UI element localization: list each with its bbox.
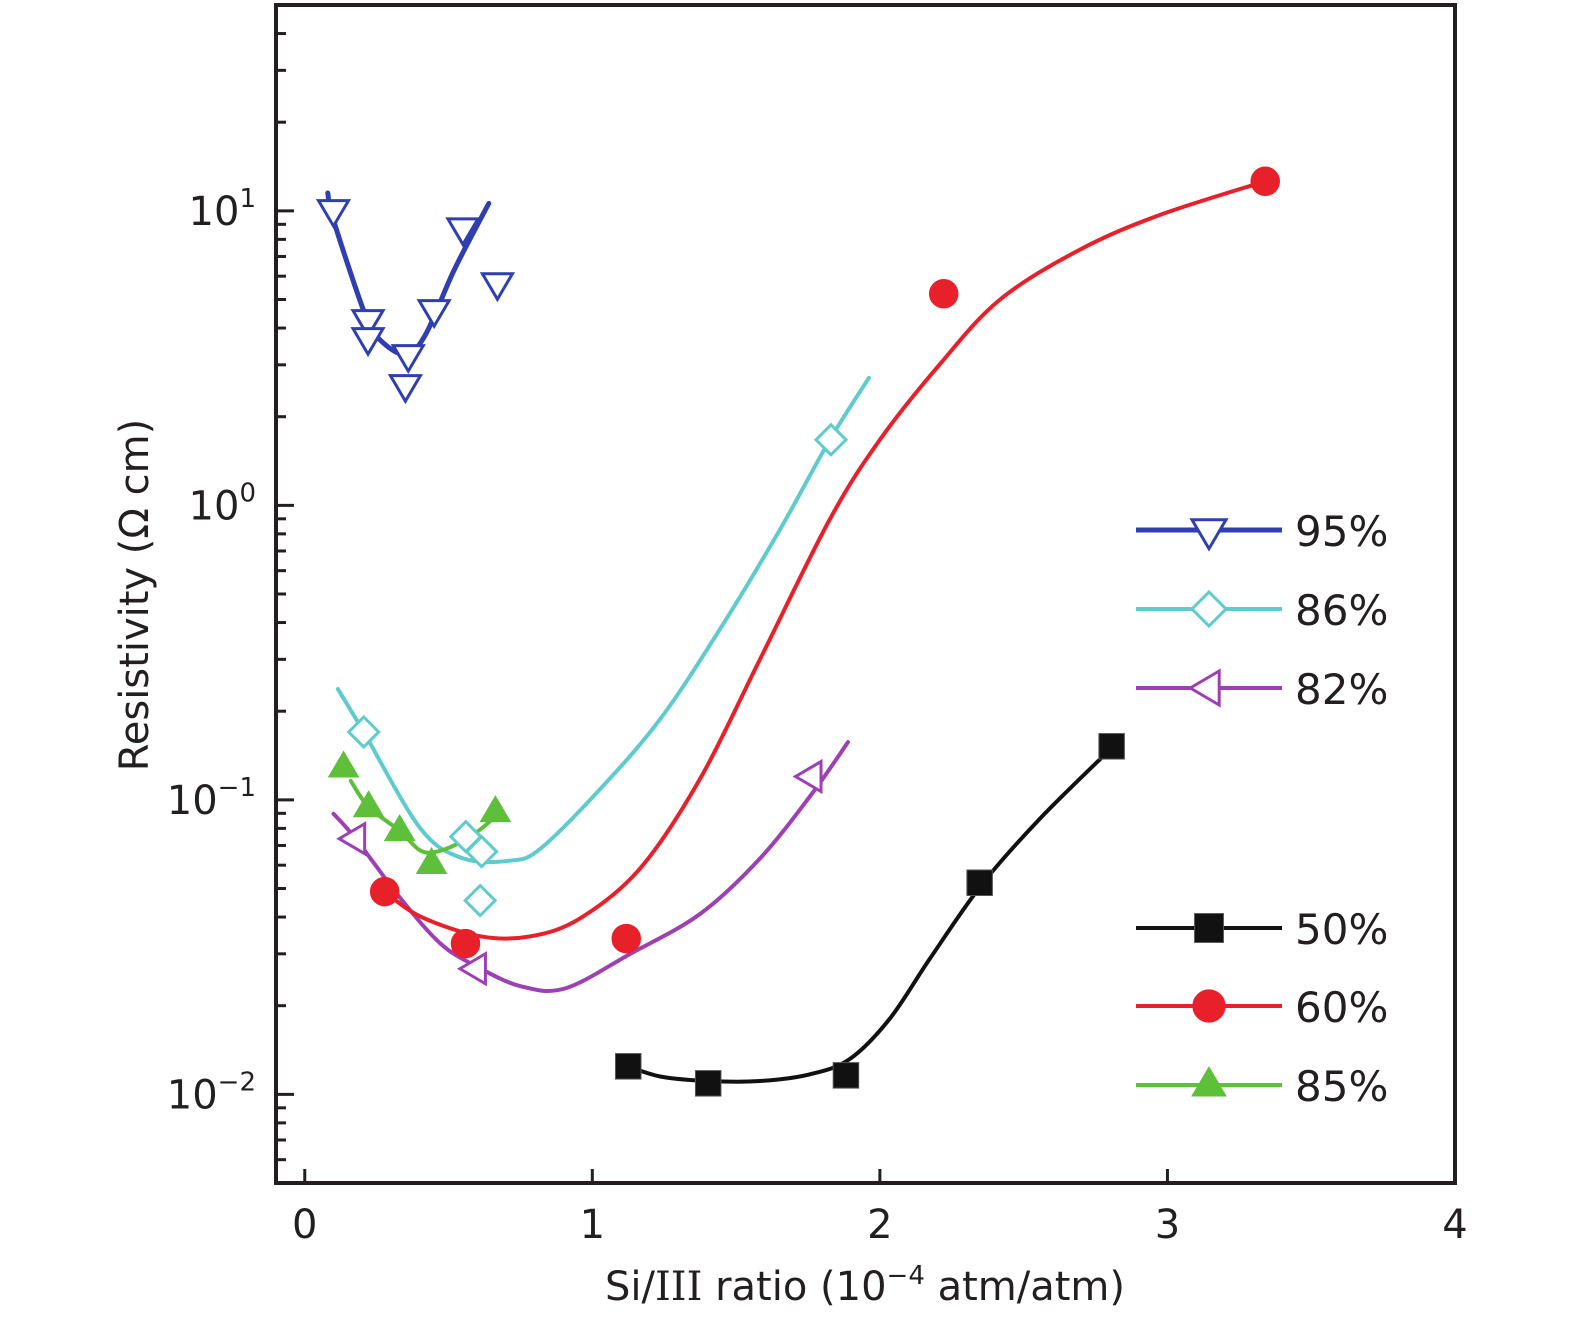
data-point-82pct [792,758,823,795]
y-axis-title: Resistivity (Ω cm) [112,419,158,772]
data-point-95pct [315,199,352,230]
data-point-86pct [813,422,849,457]
legend-item-85pct: 85% [1136,1062,1388,1111]
data-point-60pct [369,876,400,907]
x-tick-label: 3 [1155,1202,1180,1248]
data-point-60pct [928,278,959,309]
legend: 95% 86% 82% 50% 60% 85% [1136,507,1388,1111]
legend-item-86pct: 86% [1136,586,1388,635]
y-tick-label: 101 [189,184,256,235]
legend-label: 95% [1295,507,1388,556]
data-point-50pct [832,1062,860,1089]
data-point-85pct [383,814,416,842]
data-point-86pct [346,714,381,750]
legend-label: 85% [1295,1062,1388,1111]
data-point-95pct [387,374,424,405]
y-tick-label: 10−2 [167,1067,256,1118]
legend-marker [1191,1066,1227,1097]
data-point-50pct [694,1070,722,1097]
legend-item-50pct: 50% [1136,905,1388,954]
data-point-86pct [464,834,499,869]
x-tick-label: 2 [867,1202,892,1248]
data-point-82pct [336,821,367,857]
data-markers [315,166,1280,1097]
data-point-50pct [966,869,993,896]
legend-marker [1194,913,1224,943]
axes: 0 1 2 3 4 10−2 10−1 100 101 [167,3,1468,1248]
fit-curve-86pct [335,375,871,865]
legend-item-82pct: 82% [1136,665,1388,714]
data-point-85pct [327,750,360,778]
fit-curve-82pct [331,740,850,994]
x-tick-label: 1 [580,1202,605,1248]
data-point-50pct [1098,733,1125,760]
data-point-95pct [350,327,386,358]
fit-curve-60pct [382,179,1268,941]
data-point-95pct [479,272,516,303]
data-point-60pct [611,923,641,954]
legend-marker [1192,989,1226,1023]
legend-label: 86% [1295,586,1388,635]
x-tick-label: 4 [1442,1202,1467,1248]
data-point-85pct [352,790,385,818]
x-tick-label: 0 [292,1202,317,1248]
data-point-86pct [463,883,498,918]
y-tick-label: 10−1 [167,773,256,824]
legend-label: 60% [1295,983,1388,1032]
y-tick-label: 100 [189,478,256,529]
legend-item-60pct: 60% [1136,983,1388,1032]
data-point-50pct [615,1053,642,1080]
data-point-60pct [1250,166,1280,197]
data-point-95pct [416,299,452,330]
data-point-60pct [450,928,481,959]
data-point-85pct [415,846,448,874]
legend-marker [1189,518,1229,552]
legend-label: 50% [1295,905,1388,954]
data-point-85pct [479,795,512,823]
legend-marker [1189,589,1229,629]
x-axis-title: Si/III ratio (10−4 atm/atm) [605,1261,1125,1310]
fit-curve-95pct [325,190,492,358]
legend-label: 82% [1295,665,1388,714]
data-point-95pct [350,309,386,340]
data-point-95pct [445,217,481,248]
data-point-95pct [390,344,426,375]
legend-item-95pct: 95% [1136,507,1388,556]
legend-marker [1187,668,1221,708]
data-point-82pct [456,951,487,987]
